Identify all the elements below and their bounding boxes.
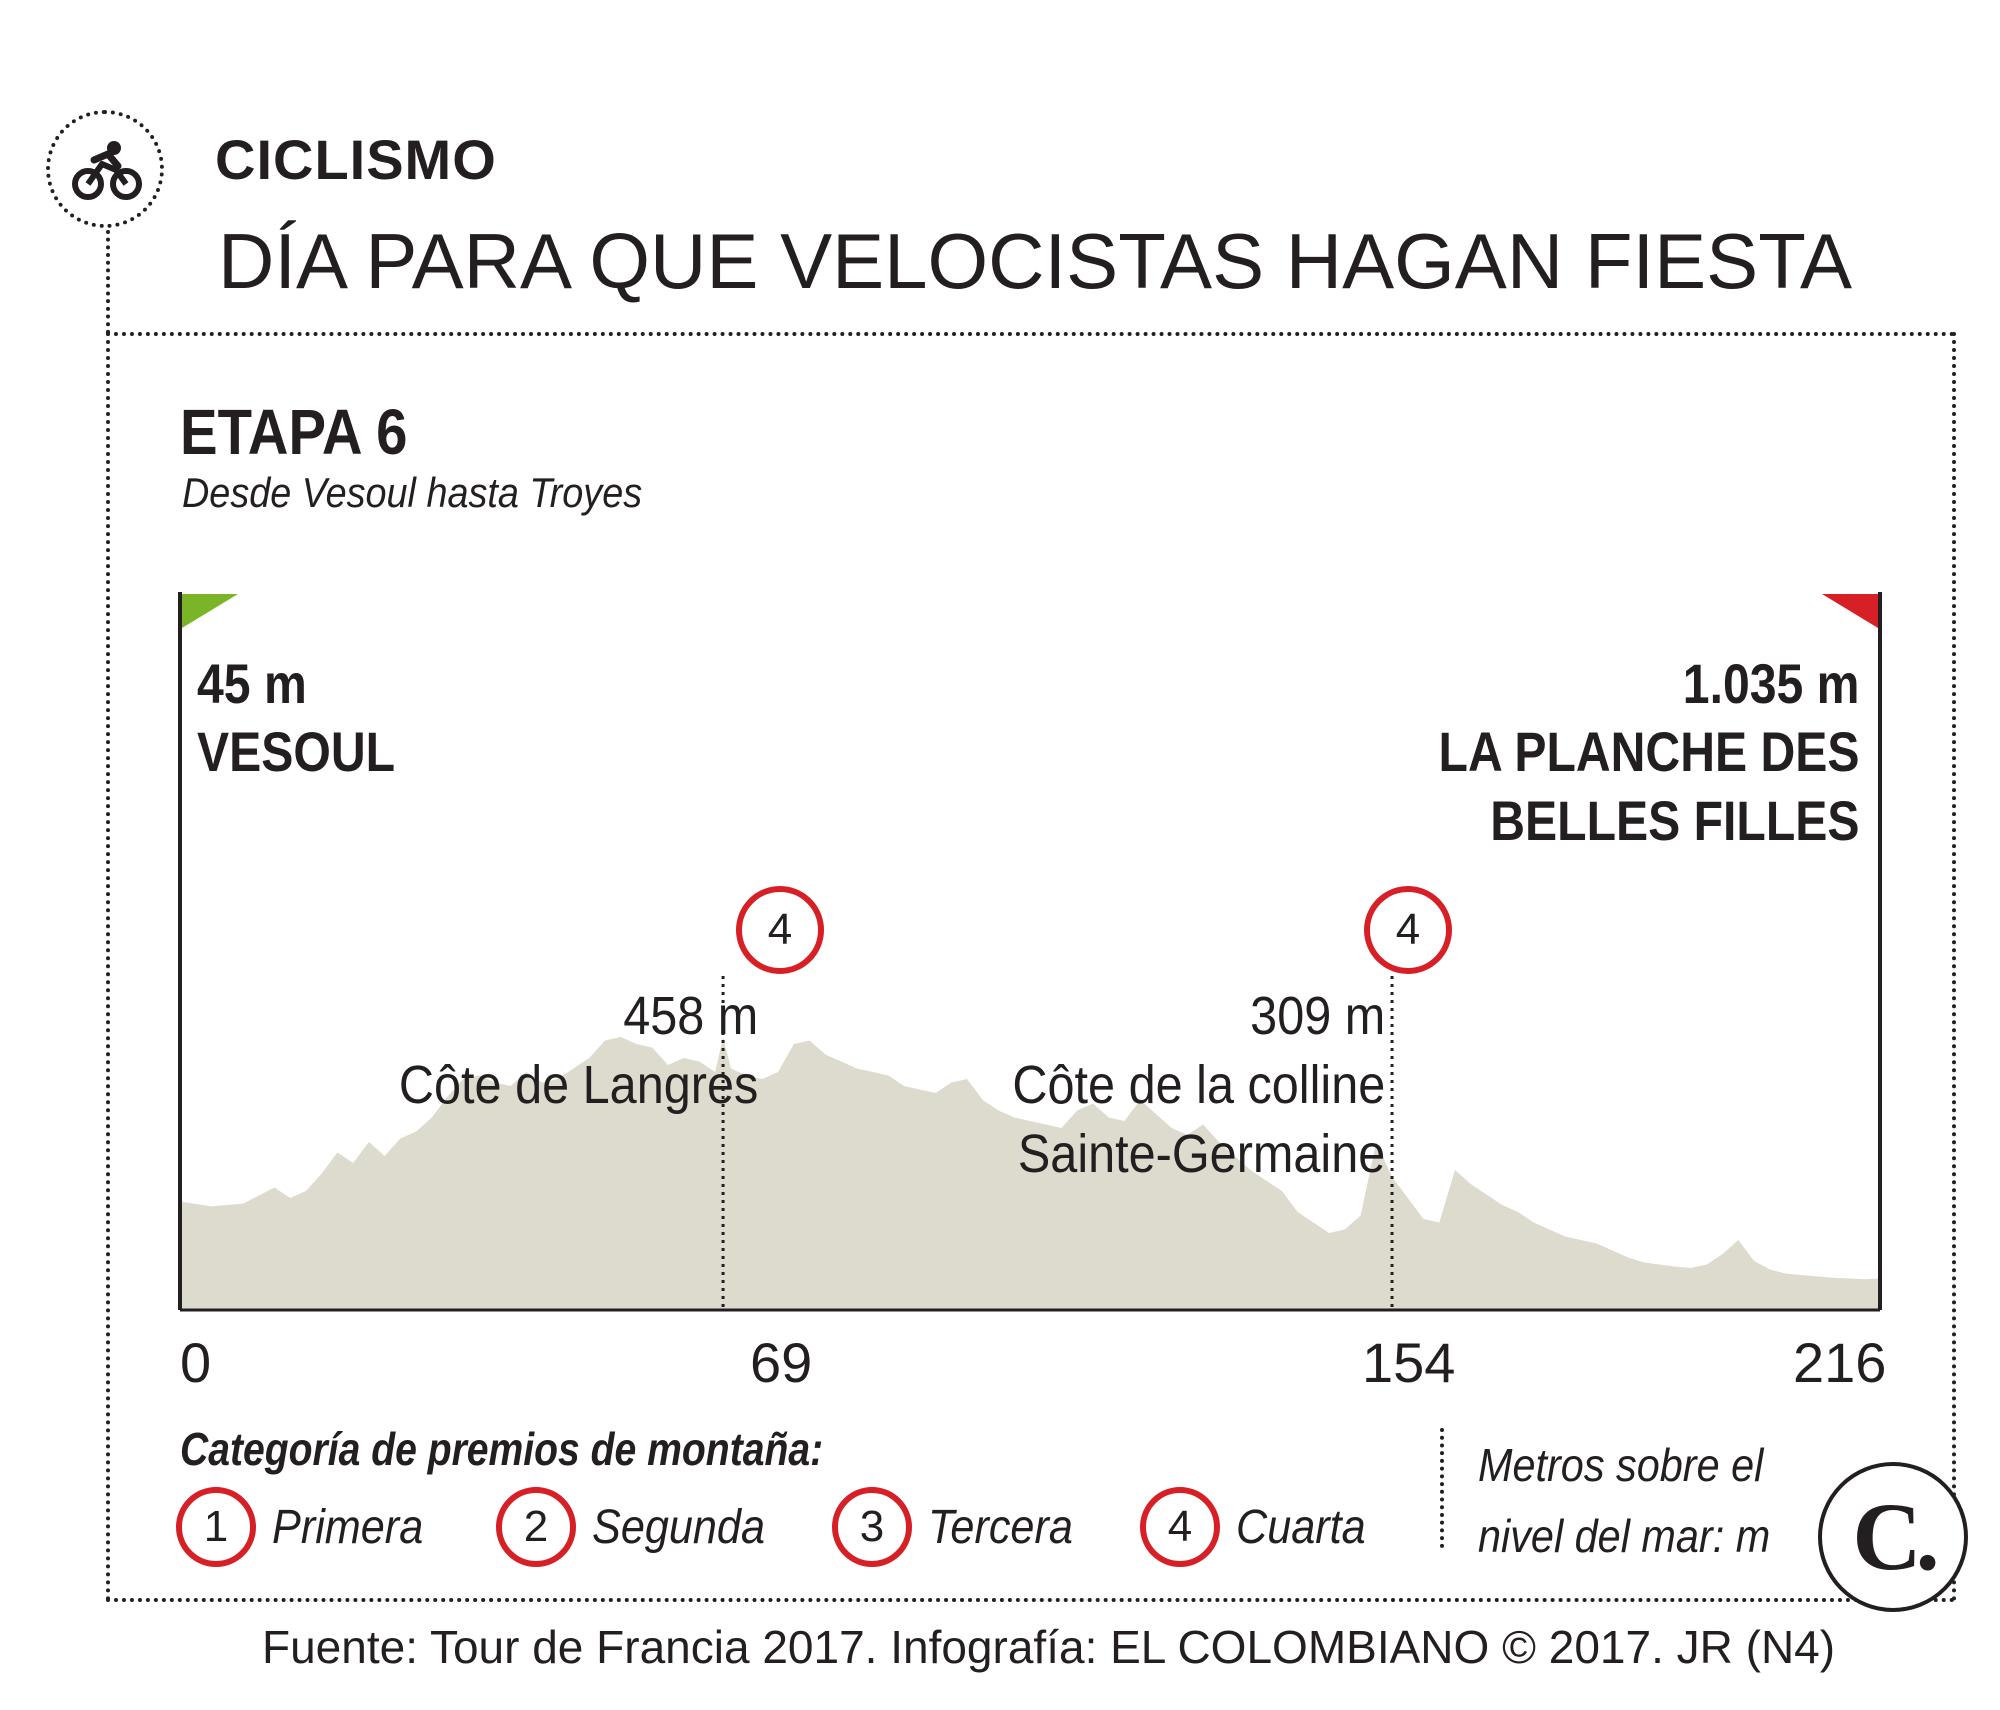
climb-name-line2: Sainte-Germaine bbox=[1017, 1124, 1385, 1185]
units-note-line2: nivel del mar: m bbox=[1478, 1510, 1771, 1563]
finish-info: 1.035 m LA PLANCHE DES BELLES FILLES bbox=[1439, 650, 1860, 855]
cyclist-icon bbox=[72, 141, 142, 200]
brand-logo: C. bbox=[1818, 1462, 1968, 1612]
finish-flag bbox=[1822, 594, 1878, 628]
legend-divider bbox=[1440, 1428, 1444, 1548]
stage-title: ETAPA 6 bbox=[180, 396, 408, 468]
start-altitude: 45 m bbox=[197, 652, 307, 715]
climb-name-line1: Côte de la colline bbox=[1012, 1055, 1385, 1116]
start-info: 45 m VESOUL bbox=[197, 650, 395, 787]
climb-category-marker: 4 bbox=[1364, 886, 1452, 974]
legend-item: 4 Cuarta bbox=[1140, 1484, 1380, 1570]
legend-item: 2 Segunda bbox=[496, 1484, 784, 1570]
legend-label: Primera bbox=[272, 1500, 424, 1554]
category-circle: 2 bbox=[496, 1487, 576, 1567]
climb-altitude: 458 m bbox=[622, 986, 758, 1046]
x-tick-label: 154 bbox=[1362, 1331, 1456, 1394]
climb-info: 309 m Côte de la colline Sainte-Germaine bbox=[1012, 982, 1385, 1189]
category-circle: 3 bbox=[832, 1487, 912, 1567]
x-tick-label: 216 bbox=[1793, 1331, 1887, 1394]
legend-label: Tercera bbox=[928, 1500, 1073, 1554]
legend-title: Categoría de premios de montaña: bbox=[180, 1423, 824, 1475]
start-name: VESOUL bbox=[197, 720, 396, 784]
x-tick-label: 69 bbox=[750, 1331, 813, 1394]
climb-altitude: 309 m bbox=[1249, 986, 1385, 1046]
climb-category-marker: 4 bbox=[736, 886, 824, 974]
finish-altitude: 1.035 m bbox=[1683, 652, 1860, 715]
finish-name-line2: BELLES FILLES bbox=[1490, 788, 1860, 852]
finish-name-line1: LA PLANCHE DES bbox=[1439, 720, 1860, 784]
infographic-frame bbox=[106, 332, 1956, 1602]
frame-connector bbox=[106, 230, 110, 334]
legend-item: 1 Primera bbox=[176, 1484, 440, 1570]
brand-logo-letter: C. bbox=[1852, 1483, 1939, 1590]
climb-name: Côte de Langres bbox=[398, 1055, 758, 1116]
category-circle: 1 bbox=[176, 1487, 256, 1567]
climb-info: 458 m Côte de Langres bbox=[399, 982, 758, 1120]
legend-label: Cuarta bbox=[1236, 1500, 1366, 1554]
category-circle: 4 bbox=[1140, 1487, 1220, 1567]
legend-item: 3 Tercera bbox=[832, 1484, 1089, 1570]
elevation-area bbox=[180, 1037, 1880, 1310]
cyclist-icon-badge bbox=[46, 110, 164, 228]
source-credit: Fuente: Tour de Francia 2017. Infografía… bbox=[262, 1621, 1836, 1673]
units-note-line1: Metros sobre el bbox=[1478, 1439, 1764, 1491]
headline: DÍA PARA QUE VELOCISTAS HAGAN FIESTA bbox=[218, 217, 1853, 305]
legend-label: Segunda bbox=[592, 1500, 765, 1554]
units-note: Metros sobre el nivel del mar: m bbox=[1478, 1430, 1770, 1573]
section-label: CICLISMO bbox=[215, 128, 497, 191]
x-tick-label: 0 bbox=[180, 1331, 212, 1394]
start-flag bbox=[182, 594, 238, 628]
stage-route: Desde Vesoul hasta Troyes bbox=[182, 469, 643, 516]
